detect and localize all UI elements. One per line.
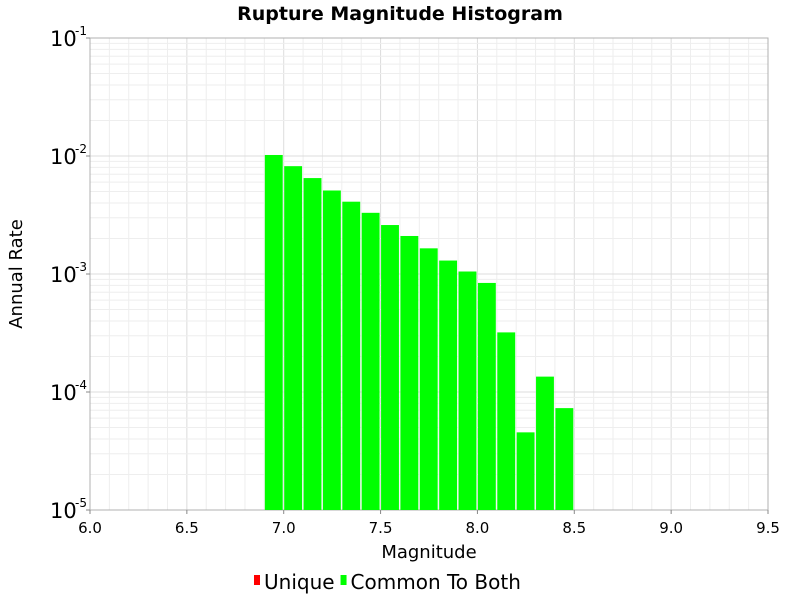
y-tick-label: 10-3 [50,260,87,287]
histogram-bar [419,248,438,510]
x-tick-label: 8.0 [465,519,489,537]
y-tick-label-exponent: -1 [75,24,87,38]
x-axis-label: Magnitude [381,542,476,563]
y-tick-label-base: 10 [50,27,77,51]
histogram-bar [342,201,361,510]
histogram-bar [516,432,535,510]
legend-entry-label: Common To Both [351,570,521,594]
y-tick-label-exponent: -5 [75,496,87,510]
x-tick-label: 7.5 [369,519,393,537]
histogram-bar [264,154,283,511]
histogram-bar [400,235,419,510]
y-tick-label: 10-4 [50,378,87,405]
x-tick-label: 9.5 [756,519,780,537]
y-axis-label: Annual Rate [6,219,27,329]
histogram-bar [555,408,574,510]
y-tick-label: 10-2 [50,142,87,169]
x-axis-ticks: 6.0 6.5 7.0 7.5 8.0 8.5 9.0 9.5 [78,510,780,537]
legend-swatch [340,575,347,585]
y-tick-label-base: 10 [50,145,77,169]
grid-lines [89,38,769,511]
histogram-bar [439,260,458,510]
legend-entry-label: Unique [264,570,335,594]
histogram-bar [381,225,399,510]
bars [264,154,574,511]
y-tick-label-exponent: -2 [75,142,87,156]
histogram-bar [477,282,496,510]
x-tick-label: 6.5 [175,519,199,537]
legend-swatch [254,575,260,585]
histogram-bar [322,190,341,510]
y-tick-label: 10-5 [50,496,87,523]
chart-title: Rupture Magnitude Histogram [237,3,563,25]
y-tick-label: 10-1 [50,24,87,51]
y-tick-label-base: 10 [50,263,77,287]
legend: Unique Common To Both [254,570,521,594]
histogram-bar [361,212,380,510]
y-axis-ticks: 10-110-210-310-410-5 [50,24,90,523]
histogram-bar [497,332,516,510]
x-tick-label: 7.0 [272,519,296,537]
histogram-bar [303,178,322,510]
y-tick-label-exponent: -4 [75,378,87,392]
x-tick-label: 8.5 [562,519,586,537]
histogram-bar [458,271,477,510]
y-tick-label-base: 10 [50,499,77,523]
histogram-bar [284,166,303,510]
histogram-bar [536,376,554,510]
y-tick-label-exponent: -3 [75,260,87,274]
x-tick-label: 6.0 [78,519,102,537]
x-tick-label: 9.0 [659,519,683,537]
y-tick-label-base: 10 [50,381,77,405]
